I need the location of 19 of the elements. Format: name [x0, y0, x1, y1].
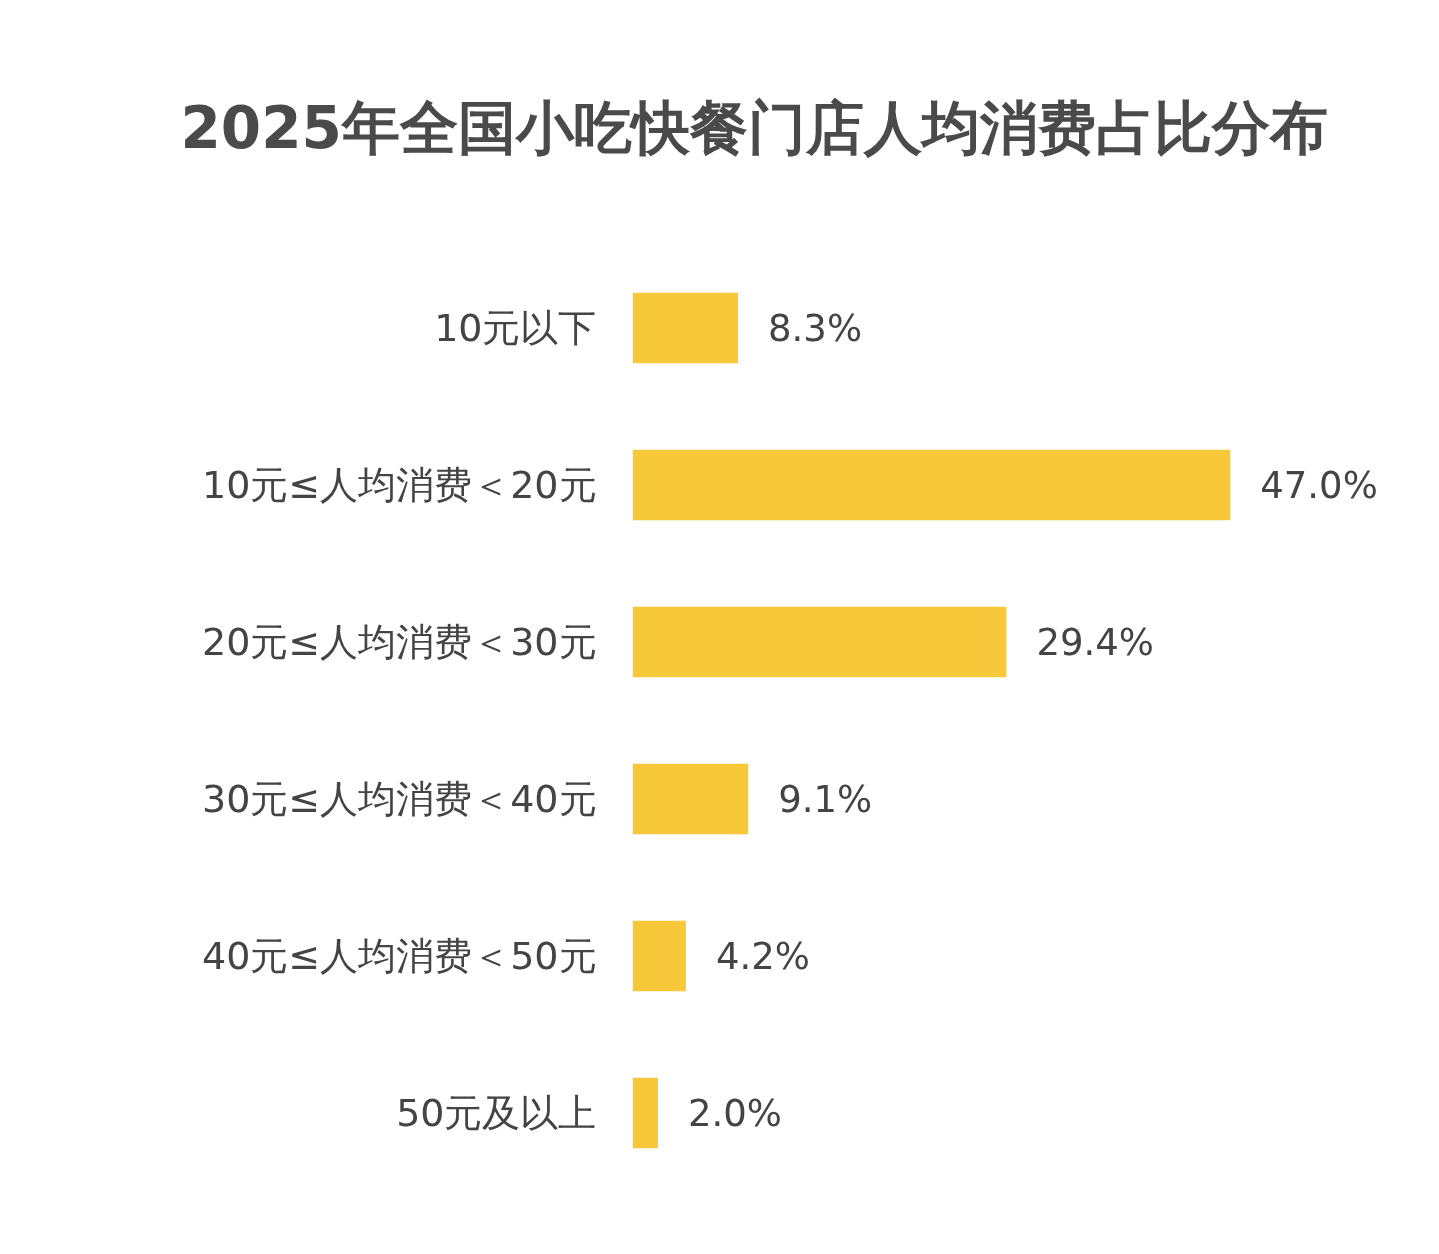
y-tick-label: 10元以下 [434, 306, 597, 350]
chart-title: 2025年全国小吃快餐门店人均消费占比分布 [180, 94, 1328, 162]
y-tick-label: 30元≤人均消费＜40元 [201, 777, 597, 821]
data-label: 8.3% [768, 306, 863, 350]
bar [632, 292, 739, 364]
y-tick-label: 20元≤人均消费＜30元 [201, 620, 597, 664]
data-label: 47.0% [1260, 463, 1378, 507]
data-label: 29.4% [1036, 620, 1154, 664]
bar [632, 763, 749, 835]
bar [632, 449, 1231, 521]
data-label: 9.1% [778, 777, 873, 821]
data-label: 2.0% [687, 1091, 782, 1135]
bar [632, 920, 686, 992]
bar [632, 1077, 658, 1149]
data-label: 4.2% [715, 934, 810, 978]
y-tick-label: 50元及以上 [396, 1091, 597, 1135]
y-tick-label: 40元≤人均消费＜50元 [201, 934, 597, 978]
bar [632, 606, 1007, 678]
y-tick-label: 10元≤人均消费＜20元 [201, 463, 597, 507]
